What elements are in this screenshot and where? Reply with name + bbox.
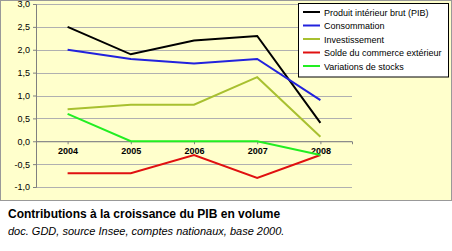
y-tick: 2,5 [17, 22, 36, 32]
y-axis-line [33, 5, 37, 188]
grid-line [36, 118, 352, 119]
y-tick: 0,5 [17, 114, 36, 124]
y-tick-mark [33, 96, 36, 97]
y-tick: 2,0 [17, 45, 36, 55]
y-tick: 1,0 [17, 91, 36, 101]
grid-line [36, 187, 352, 188]
y-tick-mark [33, 141, 36, 142]
legend-swatch [303, 11, 320, 13]
y-tick: -0,5 [14, 160, 36, 170]
legend-label: Solde du commerce extérieur [324, 48, 442, 58]
grid-line [36, 96, 352, 97]
chart-area [1, 1, 452, 201]
legend-swatch [303, 38, 320, 40]
y-tick: 3,0 [17, 0, 36, 9]
y-tick-label: 2,0 [17, 45, 30, 55]
legend-swatch [303, 65, 320, 67]
title: Contributions à la croissance du PIB en … [8, 207, 280, 221]
x-axis: 20042005200620072008 [37, 141, 353, 155]
y-tick-mark [33, 118, 36, 119]
x-tick-mark [320, 141, 321, 144]
y-tick-mark [33, 4, 36, 5]
y-tick-mark [33, 187, 36, 188]
legend-label: Variations de stocks [324, 62, 404, 72]
legend-swatch [303, 52, 320, 54]
legend: Produit intérieur brut (PIB) Consommation… [299, 4, 449, 78]
y-tick-mark [33, 164, 36, 165]
legend-swatch [303, 25, 320, 27]
series-line [68, 27, 321, 123]
y-tick-label: 0,5 [17, 114, 30, 124]
x-tick-mark [68, 141, 69, 144]
y-tick-label: 3,0 [17, 0, 30, 9]
grid-line [36, 164, 352, 165]
y-tick-mark [33, 73, 36, 74]
y-tick-label: 2,5 [17, 22, 30, 32]
y-tick: 1,5 [17, 68, 36, 78]
y-tick-label: -0,5 [14, 160, 30, 170]
legend-label: Investissement [324, 35, 385, 45]
series-line [68, 155, 321, 178]
subtitle: doc. GDD, source Insee, comptes nationau… [8, 225, 284, 237]
series-group [68, 27, 321, 178]
series-line [68, 77, 321, 136]
x-tick: 2005 [121, 141, 141, 155]
y-tick: -1,0 [14, 182, 36, 192]
series-line [68, 114, 321, 155]
y-tick: 0,0 [17, 137, 36, 147]
x-tick-label: 2007 [248, 146, 268, 156]
legend-box [299, 4, 449, 78]
legend-label: Consommation [324, 21, 385, 31]
chart: -1,0 -0,5 0,0 0,5 1,0 1,5 2,0 2,5 3,0 2004 2005 200… [0, 0, 452, 251]
legend-label: Produit intérieur brut (PIB) [324, 8, 429, 18]
y-tick-label: 1,0 [17, 91, 30, 101]
y-tick-label: 0,0 [17, 137, 30, 147]
series-line [68, 50, 321, 100]
y-axis: -1,0 -0,5 0,0 0,5 1,0 1,5 2,0 2,5 3,0 [14, 0, 36, 192]
x-tick-label: 2004 [58, 146, 78, 156]
y-tick-mark [33, 27, 36, 28]
x-tick: 2004 [58, 141, 78, 155]
x-tick-label: 2005 [121, 146, 141, 156]
y-tick-label: -1,0 [14, 182, 30, 192]
x-tick: 2006 [184, 141, 204, 155]
y-tick-label: 1,5 [17, 68, 30, 78]
y-tick-mark [33, 50, 36, 51]
